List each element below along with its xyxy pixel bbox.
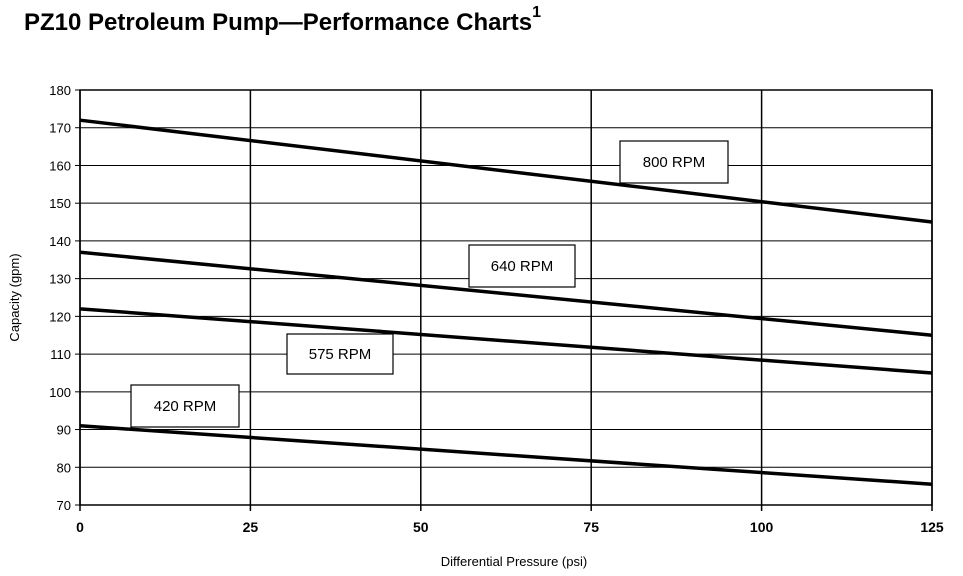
label-box [130,384,240,428]
series-label-640-rpm: 640 RPM [468,244,576,288]
y-tick-label: 170 [49,121,71,136]
x-tick-label: 50 [413,519,429,535]
x-tick-label: 125 [920,519,944,535]
chart-title: PZ10 Petroleum Pump—Performance Charts1 [24,4,541,37]
y-axis-label: Capacity (gpm) [7,253,22,341]
y-tick-label: 120 [49,309,71,324]
x-tick-label: 100 [750,519,774,535]
x-tick-label: 25 [243,519,259,535]
title-footnote: 1 [532,4,542,21]
y-tick-label: 110 [50,347,71,362]
label-text: 800 RPM [643,154,706,171]
label-box [619,140,729,184]
plot-frame [79,89,933,506]
series-label-800-rpm: 800 RPM [619,140,729,184]
y-tick-label: 150 [49,196,71,211]
y-tick-label: 70 [57,498,71,513]
y-tick-label: 130 [49,272,71,287]
title-text: PZ10 Petroleum Pump—Performance Charts [24,9,533,36]
series-line-420-rpm [79,424,933,486]
y-tick-label: 80 [57,460,71,475]
series-label-420-rpm: 420 RPM [130,384,240,428]
series-lines [79,118,933,486]
x-tick-label: 75 [583,519,599,535]
grid [79,89,933,506]
series-line-800-rpm [79,118,933,224]
y-tick-label: 100 [49,385,71,400]
y-tick-label: 140 [49,234,71,249]
y-axis-ticks: 70 80 90 100 110 120 130 140 150 160 170 180 [49,83,80,513]
label-text: 640 RPM [491,258,554,275]
series-line-640-rpm [79,250,933,337]
y-tick-label: 160 [49,158,71,173]
label-box [286,333,394,375]
label-text: 575 RPM [309,346,372,363]
series-labels: 800 RPM 640 RPM 575 RPM 420 RPM [130,140,729,428]
x-axis-ticks: 0 25 50 75 100 125 [76,505,944,535]
y-tick-label: 90 [57,423,71,438]
x-tick-label: 0 [76,519,84,535]
label-box [468,244,576,288]
series-label-575-rpm: 575 RPM [286,333,394,375]
y-tick-label: 180 [49,83,71,98]
x-axis-label: Differential Pressure (psi) [441,554,587,569]
series-line-575-rpm [79,307,933,375]
label-text: 420 RPM [154,398,217,415]
